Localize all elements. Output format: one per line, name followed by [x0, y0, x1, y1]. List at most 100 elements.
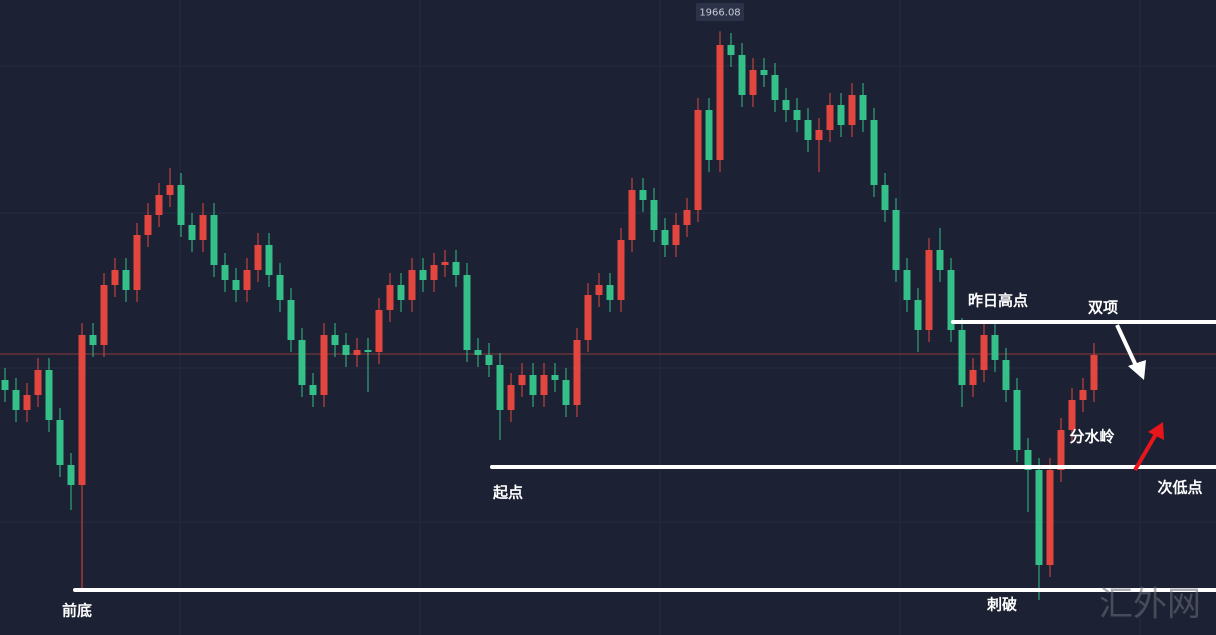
- candle-body: [881, 185, 889, 210]
- annotation: 前底: [62, 602, 92, 620]
- candle-body: [1035, 470, 1043, 565]
- candle-body: [683, 210, 691, 225]
- candle-body: [474, 350, 482, 355]
- candle-body: [826, 105, 834, 130]
- candle-body: [892, 210, 900, 270]
- candle-body: [628, 190, 636, 240]
- candle-body: [606, 285, 614, 300]
- candle-body: [78, 335, 86, 485]
- arrow-head: [1128, 360, 1146, 380]
- candle-body: [23, 395, 31, 410]
- arrow-up: [1133, 432, 1158, 472]
- candle-body: [441, 262, 449, 265]
- candle-body: [1068, 400, 1076, 430]
- candle-body: [760, 70, 768, 75]
- candle-body: [551, 375, 559, 380]
- candle-body: [859, 95, 867, 120]
- candle-body: [782, 100, 790, 110]
- candle-body: [375, 310, 383, 352]
- arrow-down: [1115, 324, 1140, 371]
- candle-body: [1090, 355, 1098, 390]
- candle-body: [232, 280, 240, 290]
- max-marker-label: 1966.08: [699, 8, 740, 19]
- candle-body: [353, 350, 361, 355]
- candle-body: [969, 370, 977, 385]
- candle-body: [276, 275, 284, 300]
- candle-body: [661, 230, 669, 245]
- candle-body: [738, 55, 746, 95]
- candle-body: [1002, 360, 1010, 390]
- candle-body: [386, 285, 394, 310]
- candle-body: [749, 70, 757, 95]
- candle-body: [166, 185, 174, 195]
- max-marker-box: [696, 3, 744, 21]
- candle-body: [1013, 390, 1021, 450]
- candle-body: [716, 45, 724, 160]
- candle-body: [188, 225, 196, 240]
- candle-body: [1079, 390, 1087, 400]
- candle-body: [419, 270, 427, 280]
- candle-body: [848, 95, 856, 125]
- candle-body: [45, 370, 53, 420]
- candle-body: [430, 265, 438, 280]
- candle-body: [529, 375, 537, 395]
- candle-body: [254, 245, 262, 270]
- candle-body: [397, 285, 405, 300]
- candle-body: [144, 215, 152, 235]
- candle-body: [595, 285, 603, 295]
- candle-body: [89, 335, 97, 345]
- candle-body: [100, 285, 108, 345]
- candle-body: [815, 130, 823, 140]
- candle-body: [771, 75, 779, 100]
- candle-body: [331, 335, 339, 345]
- annotation: 昨日高点: [968, 292, 1028, 310]
- candle-body: [309, 385, 317, 395]
- candle-body: [364, 350, 372, 352]
- candle-body: [639, 190, 647, 200]
- candle-body: [496, 365, 504, 410]
- candle-body: [1, 380, 9, 390]
- candle-body: [1024, 450, 1032, 470]
- candle-body: [617, 240, 625, 300]
- annotation: 双项: [1088, 299, 1118, 317]
- candle-body: [408, 270, 416, 300]
- candle-body: [210, 215, 218, 265]
- annotation: 起点: [492, 484, 523, 502]
- candle-body: [507, 385, 515, 410]
- candle-body: [122, 270, 130, 290]
- annotation: 次低点: [1157, 479, 1202, 497]
- candle-body: [804, 120, 812, 140]
- candle-body: [694, 110, 702, 210]
- candle-body: [925, 250, 933, 330]
- candle-body: [463, 275, 471, 350]
- watermark: 汇外网: [1099, 585, 1201, 625]
- candle-body: [1046, 470, 1054, 565]
- candle-body: [936, 250, 944, 270]
- candle-body: [705, 110, 713, 160]
- candle-body: [265, 245, 273, 275]
- candle-body: [870, 120, 878, 185]
- candle-body: [56, 420, 64, 465]
- candle-body: [452, 262, 460, 275]
- candle-body: [177, 185, 185, 225]
- annotation: 刺破: [987, 596, 1017, 614]
- candle-body: [584, 295, 592, 340]
- candle-body: [562, 380, 570, 405]
- candle-body: [958, 330, 966, 385]
- candle-body: [793, 110, 801, 120]
- arrows: [1115, 324, 1164, 472]
- candle-body: [34, 370, 42, 395]
- candle-body: [914, 300, 922, 330]
- candle-body: [287, 300, 295, 340]
- candle-body: [903, 270, 911, 300]
- candle-body: [650, 200, 658, 230]
- candle-body: [947, 270, 955, 330]
- candle-body: [342, 345, 350, 355]
- candle-body: [980, 335, 988, 370]
- candle-body: [320, 335, 328, 395]
- candle-body: [1057, 430, 1065, 470]
- candle-body: [221, 265, 229, 280]
- annotation: 分水岭: [1069, 428, 1114, 446]
- candle-body: [298, 340, 306, 385]
